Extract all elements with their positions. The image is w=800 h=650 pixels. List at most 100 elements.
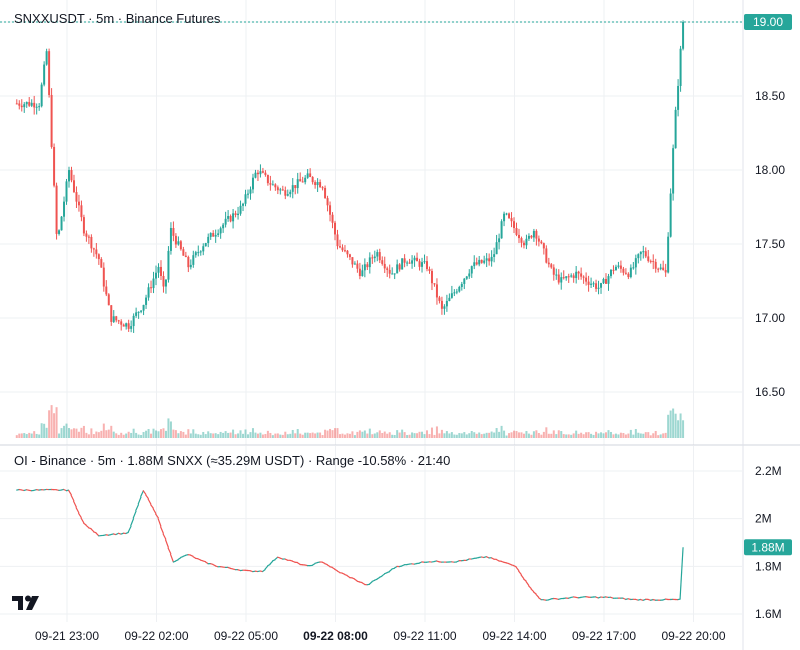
oi-last-badge — [744, 539, 792, 556]
volume-bar — [187, 429, 190, 438]
oi-segment — [137, 496, 142, 505]
volume-bar — [140, 434, 143, 438]
oi-y-tick-label: 1.6M — [755, 607, 782, 621]
oi-segment — [93, 531, 97, 534]
candle-body — [244, 194, 247, 204]
volume-bar — [677, 420, 680, 438]
candle-body — [592, 283, 595, 285]
volume-bar — [102, 423, 105, 438]
volume-bar — [299, 433, 302, 438]
candle-body — [537, 238, 540, 242]
candlestick-series[interactable] — [15, 20, 685, 333]
volume-bar — [592, 434, 595, 438]
candle-body — [575, 271, 578, 279]
x-tick-label: 09-22 02:00 — [124, 629, 188, 643]
last-price-badge — [744, 14, 792, 30]
volume-bar — [662, 433, 665, 438]
candle-body — [132, 315, 135, 327]
candle-body — [495, 242, 498, 255]
volume-bar — [416, 433, 419, 438]
volume-bar — [222, 432, 225, 438]
candle-body — [448, 297, 451, 301]
volume-bar — [468, 433, 471, 438]
volume-bar — [107, 429, 110, 438]
volume-bar — [164, 430, 167, 438]
candle-body — [669, 193, 672, 237]
candle-body — [167, 250, 170, 280]
candle-body — [284, 190, 287, 196]
price-pane-title: SNXXUSDT · 5m · Binance Futures — [14, 11, 221, 26]
oi-segment — [386, 571, 390, 574]
candle-body — [560, 277, 563, 283]
volume-bar — [43, 423, 46, 438]
oi-segment — [520, 574, 525, 580]
oi-y-tick-label: 2M — [755, 512, 772, 526]
candle-body — [515, 228, 518, 235]
volume-bar — [58, 433, 61, 438]
candle-body — [189, 264, 192, 268]
volume-bar — [396, 430, 399, 438]
volume-bar — [383, 431, 386, 438]
candle-body — [105, 286, 108, 295]
volume-bar — [443, 433, 446, 438]
volume-bar — [189, 433, 192, 438]
volume-bar — [363, 430, 366, 438]
candle-body — [87, 236, 90, 238]
volume-bar — [294, 433, 297, 438]
candle-body — [38, 106, 41, 108]
candle-body — [667, 236, 670, 273]
candle-body — [299, 179, 302, 182]
candle-body — [391, 273, 394, 275]
volume-bar — [334, 428, 337, 438]
volume-bar — [346, 433, 349, 438]
open-interest-series[interactable] — [16, 488, 684, 601]
candle-body — [130, 326, 133, 329]
candle-body — [356, 263, 359, 269]
candle-body — [435, 284, 438, 298]
candle-body — [147, 287, 150, 298]
candle-body — [237, 213, 240, 216]
volume-bar — [23, 433, 26, 438]
volume-histogram — [15, 405, 685, 438]
candle-body — [473, 262, 476, 267]
volume-bar — [381, 432, 384, 438]
volume-bar — [624, 434, 627, 438]
candle-body — [329, 205, 332, 215]
candle-body — [53, 146, 56, 186]
volume-bar — [197, 434, 200, 438]
volume-bar — [224, 431, 227, 438]
oi-segment — [679, 547, 684, 600]
volume-bar — [179, 431, 182, 438]
volume-bar — [435, 426, 438, 438]
oi-segment — [108, 533, 112, 536]
candle-body — [637, 254, 640, 259]
candle-body — [580, 273, 583, 277]
candle-body — [169, 228, 172, 251]
candle-body — [256, 172, 259, 175]
candle-body — [388, 269, 391, 274]
volume-bar — [115, 433, 118, 438]
oi-segment — [351, 577, 356, 580]
volume-bar — [555, 434, 558, 438]
volume-bar — [254, 432, 257, 438]
volume-bar — [212, 433, 215, 438]
volume-bar — [527, 433, 530, 438]
oi-segment — [167, 547, 172, 555]
volume-bar — [239, 430, 242, 438]
oi-segment — [296, 561, 301, 566]
volume-bar — [326, 430, 329, 438]
volume-bar — [194, 433, 197, 438]
volume-bar — [440, 429, 443, 438]
oi-segment — [200, 559, 204, 562]
volume-bar — [600, 432, 603, 438]
volume-bar — [577, 433, 580, 438]
candle-body — [587, 281, 590, 285]
volume-bar — [652, 433, 655, 438]
candle-body — [488, 258, 491, 262]
volume-bar — [100, 430, 103, 438]
candle-body — [649, 260, 652, 262]
candle-body — [585, 277, 588, 282]
tradingview-logo-icon[interactable] — [12, 594, 44, 617]
